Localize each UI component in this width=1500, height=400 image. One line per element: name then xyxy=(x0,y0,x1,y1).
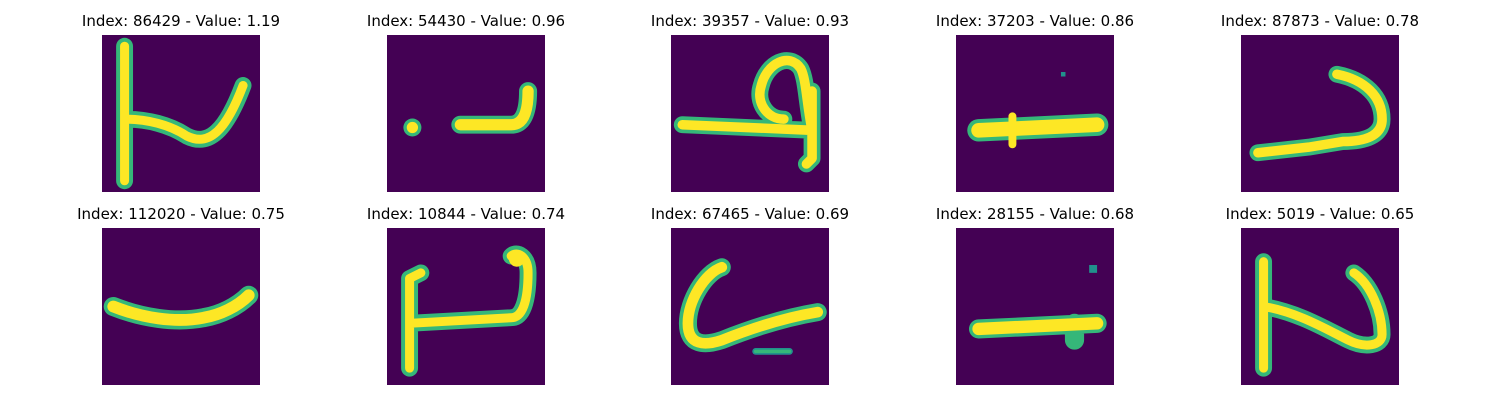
glyph-image xyxy=(671,228,829,385)
glyph-image xyxy=(102,35,260,192)
panel-title: Index: 37203 - Value: 0.86 xyxy=(935,12,1135,30)
panel-title: Index: 10844 - Value: 0.74 xyxy=(366,205,566,223)
panel-title: Index: 86429 - Value: 1.19 xyxy=(81,12,281,30)
glyph-image xyxy=(387,35,545,192)
panel-title: Index: 5019 - Value: 0.65 xyxy=(1225,205,1415,223)
glyph-image xyxy=(671,35,829,192)
panel-title: Index: 112020 - Value: 0.75 xyxy=(77,205,285,223)
glyph-image xyxy=(1241,228,1399,385)
panel-title: Index: 54430 - Value: 0.96 xyxy=(366,12,566,30)
glyph-image xyxy=(1241,35,1399,192)
panel-title: Index: 87873 - Value: 0.78 xyxy=(1220,12,1420,30)
glyph-image xyxy=(956,35,1114,192)
glyph-image xyxy=(102,228,260,385)
glyph-image xyxy=(387,228,545,385)
panel-title: Index: 39357 - Value: 0.93 xyxy=(650,12,850,30)
panel-title: Index: 28155 - Value: 0.68 xyxy=(935,205,1135,223)
glyph-image xyxy=(956,228,1114,385)
panel-title: Index: 67465 - Value: 0.69 xyxy=(650,205,850,223)
